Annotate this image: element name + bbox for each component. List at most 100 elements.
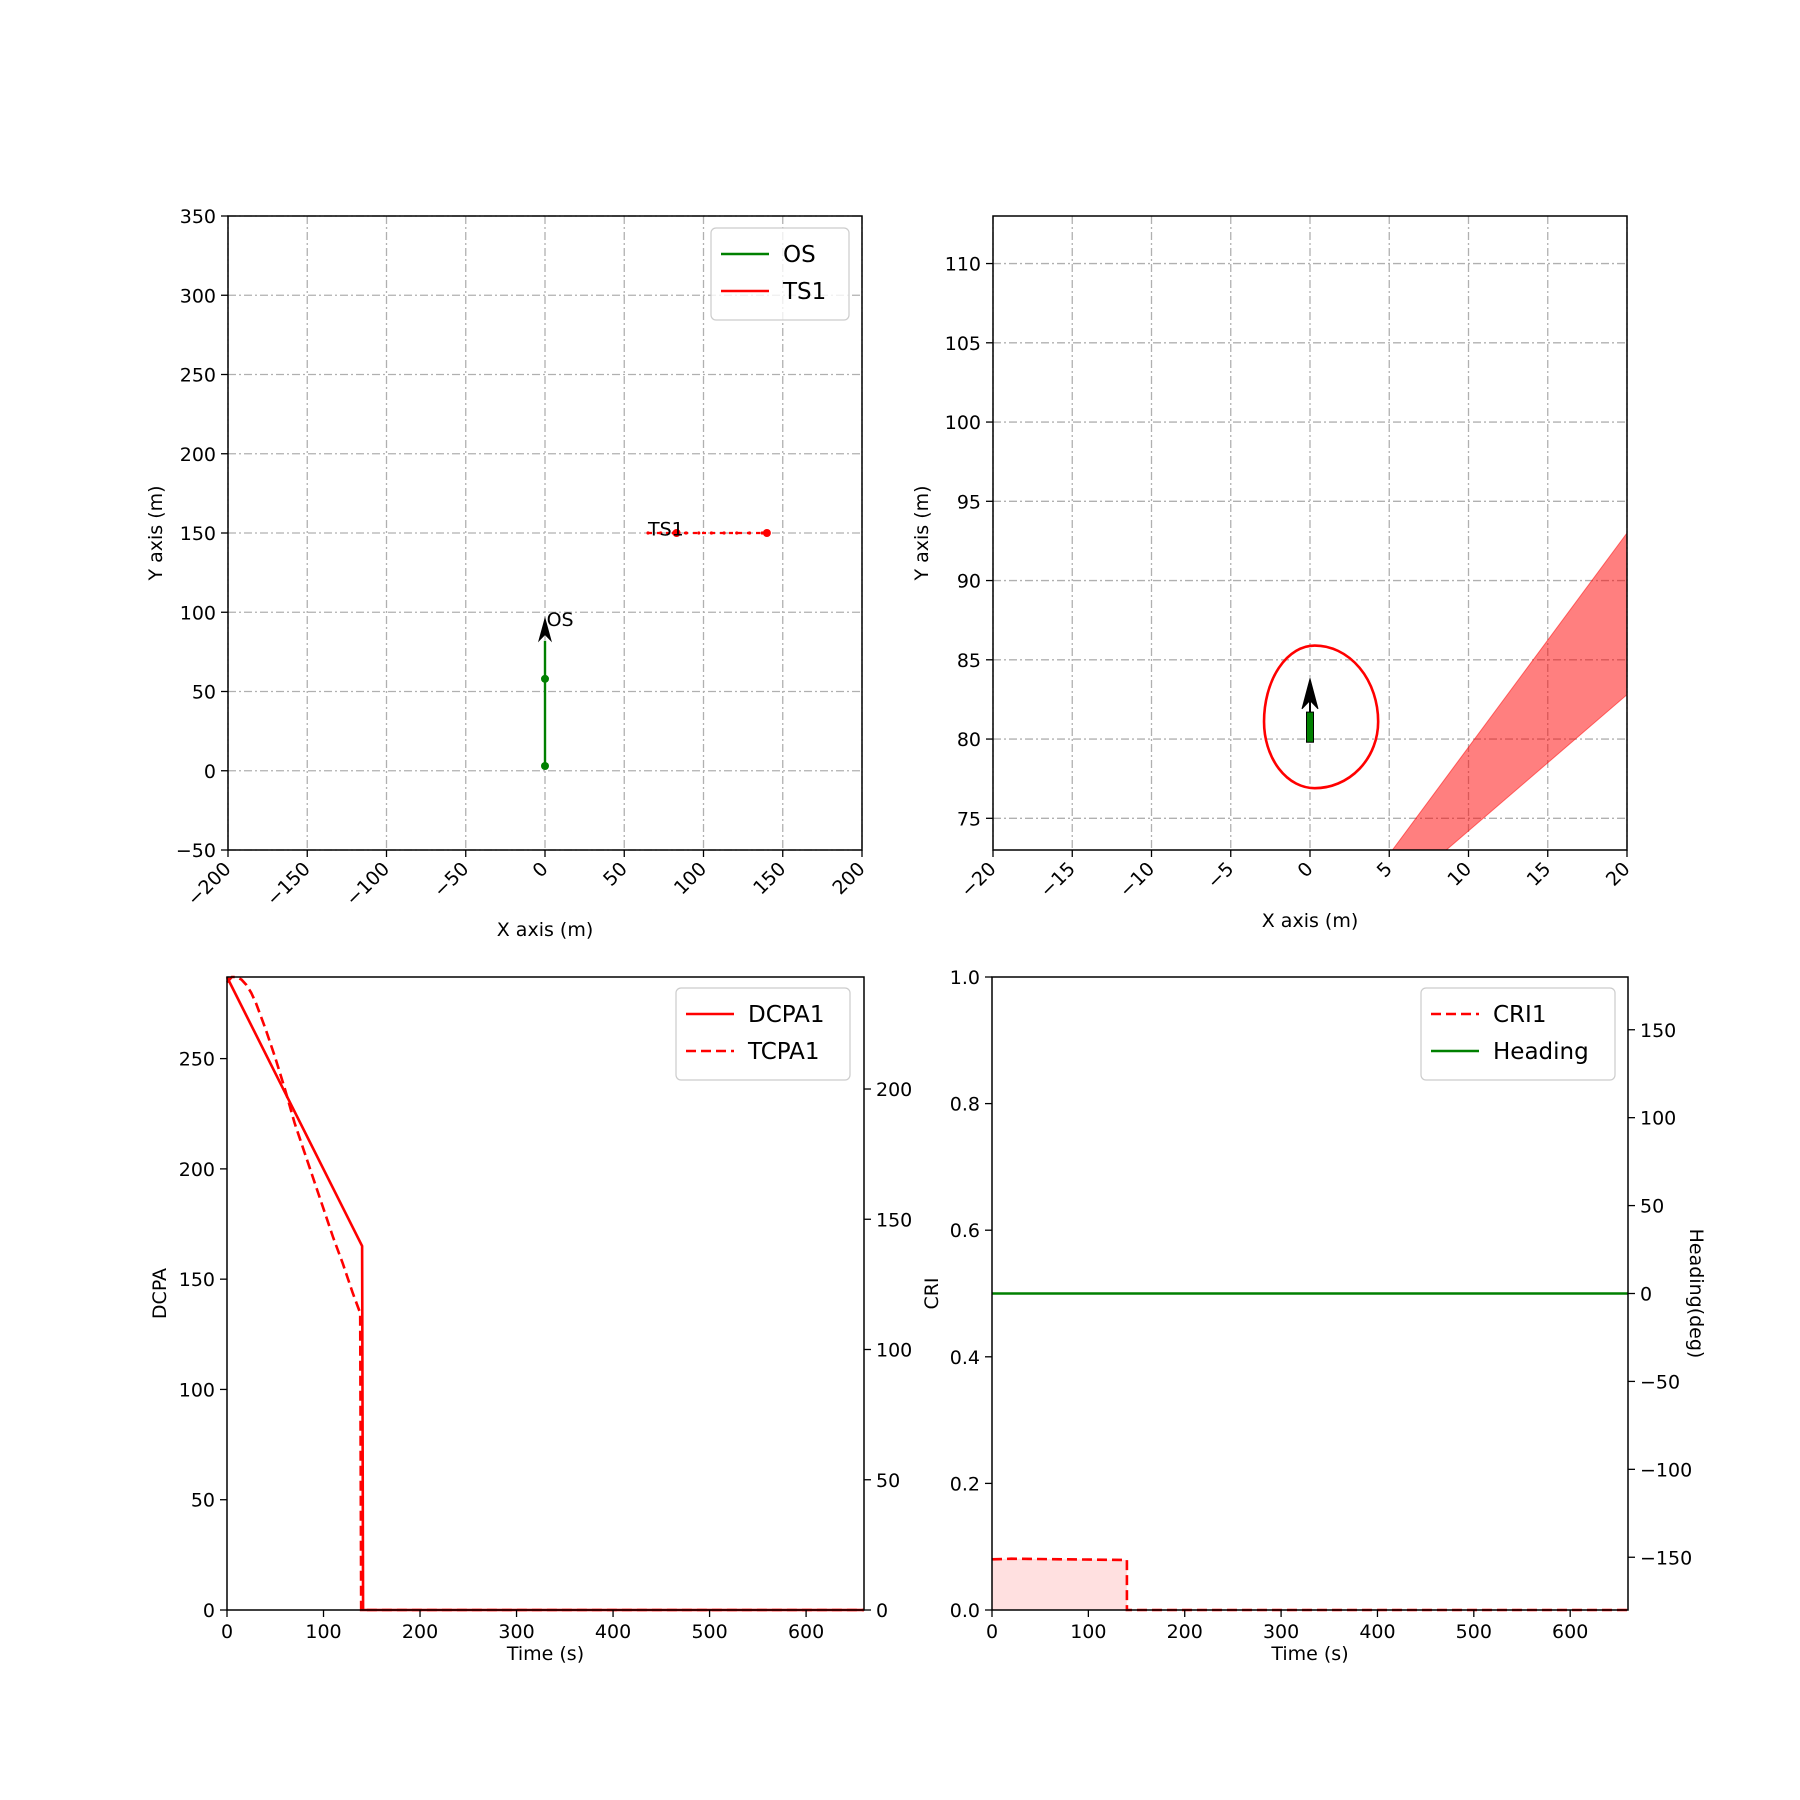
dcpa-tcpa-plot: 0 100 200 300 400 500 600 0 50 100 150 200 250 0 50 100… [149,975,912,1665]
ts1-track-point [760,531,764,535]
y-tick-label: 105 [945,333,981,355]
y2-tick-label: 100 [1640,1108,1676,1130]
y-tick-label: 90 [957,571,981,593]
x-tick-label: 200 [828,858,869,899]
y-tick-label: 0.2 [950,1473,980,1495]
own-ship-hull [1306,711,1314,743]
legend-label: Heading [1493,1039,1589,1065]
x-axis-label: Time (s) [1270,1643,1348,1665]
x-tick-label: 50 [599,858,632,891]
zoomed-trajectory-plot: −20 −15 −10 −5 0 5 10 15 20 75 80 85 90 95 100 105 110 X … [911,215,1635,932]
y2-tick-label: 200 [876,1079,912,1101]
y-tick-label: 200 [179,1159,215,1181]
ts1-track-point [747,531,752,535]
x-tick-label: −15 [1036,858,1080,902]
y2-tick-label: 0 [876,1600,888,1622]
y-tick-label: 110 [945,254,981,276]
legend-label: CRI1 [1493,1002,1546,1028]
x-tick-label: 300 [1263,1621,1299,1643]
x-tick-label: 300 [498,1621,534,1643]
y2-tick-label: −150 [1640,1547,1692,1569]
ts1-track-point [659,531,663,535]
y-tick-label: 75 [957,808,981,830]
ts1-track-point [722,531,726,535]
legend-box [675,987,851,1081]
y-tick-label: 0.6 [950,1220,980,1242]
ts1-marker [672,529,681,537]
legend-label: DCPA1 [748,1002,825,1028]
y-tick-label: 50 [191,1490,215,1512]
cri-heading-plot: 0 100 200 300 400 500 6000.00.20.40.60.81.0−15… [921,967,1707,1665]
y-tick-label: 150 [180,523,216,545]
legend-label: TCPA1 [747,1039,820,1065]
ts1-track-point [646,531,650,535]
legend-box [1420,987,1616,1081]
x-tick-label: 400 [595,1621,631,1643]
y2-tick-label: 0 [1640,1284,1652,1306]
y-tick-label: 0.0 [950,1600,980,1622]
x-tick-label: 500 [691,1621,727,1643]
y2-tick-label: −50 [1640,1371,1680,1393]
os-heading-arrow [538,616,552,643]
y-tick-label: −50 [176,840,216,862]
trajectory-plot: OS TS1 −200 −150 −100 −50 0 50 100 150 200 −50 0 50 10… [145,206,870,941]
os-track-point [541,761,549,770]
ts1-track-point [697,531,701,535]
y-tick-label: 300 [180,285,216,307]
x-tick-label: −20 [957,858,1001,902]
y-tick-label: 0.4 [950,1347,980,1369]
y-tick-label: 0 [203,1600,215,1622]
ts1-track-point [684,531,688,535]
x-tick-label: 200 [402,1621,438,1643]
y2-tick-label: 50 [1640,1196,1664,1218]
y-axis-label: CRI [921,1277,943,1309]
y-axis-label: DCPA [149,1268,171,1319]
ts1-marker [762,529,771,537]
y-axis-label: Y axis (m) [145,485,167,581]
y2-axis-label: Heading(deg) [1685,1229,1707,1359]
y-tick-label: 1.0 [950,967,980,989]
y-axis-label: Y axis (m) [911,485,933,581]
legend-label: OS [783,242,816,268]
y-tick-label: 200 [180,444,216,466]
x-tick-label: 0 [528,858,552,882]
x-tick-label: 0 [221,1621,233,1643]
y-tick-label: 0 [204,761,216,783]
x-tick-label: −5 [1203,858,1238,893]
x-tick-label: 0 [986,1621,998,1643]
tcpa1-line [226,975,864,1612]
ts1-annotation: TS1 [647,518,684,540]
x-tick-label: 400 [1359,1621,1395,1643]
x-tick-label: 20 [1602,858,1635,891]
y-tick-label: 250 [179,1049,215,1071]
x-tick-label: 100 [305,1621,341,1643]
ts1-track-point [709,531,714,535]
y2-tick-label: 150 [1640,1020,1676,1042]
legend-label: TS1 [782,279,826,305]
y-tick-label: 100 [180,602,216,624]
y2-tick-label: 100 [876,1340,912,1362]
y2-tick-label: 150 [876,1209,912,1231]
x-tick-label: 10 [1443,858,1476,891]
y-tick-label: 250 [180,365,216,387]
legend-box [710,227,850,321]
x-axis-label: Time (s) [506,1643,584,1665]
x-tick-label: 0 [1293,858,1317,882]
y2-tick-label: 50 [876,1470,900,1492]
x-axis-label: X axis (m) [497,919,594,941]
x-tick-label: −100 [342,858,394,910]
x-tick-label: 600 [788,1621,824,1643]
os-track-point [541,674,549,683]
y-tick-label: 85 [957,650,981,672]
x-tick-label: 200 [1167,1621,1203,1643]
y-tick-label: 350 [180,206,216,228]
x-tick-label: −200 [183,858,235,910]
x-axis-label: X axis (m) [1262,910,1359,932]
x-tick-label: −10 [1115,858,1159,902]
cri1-area [992,1558,1127,1610]
own-ship-arrow [1301,676,1319,710]
y-tick-label: 50 [192,682,216,704]
y-tick-label: 80 [957,729,981,751]
ts1-track-point [735,531,739,535]
